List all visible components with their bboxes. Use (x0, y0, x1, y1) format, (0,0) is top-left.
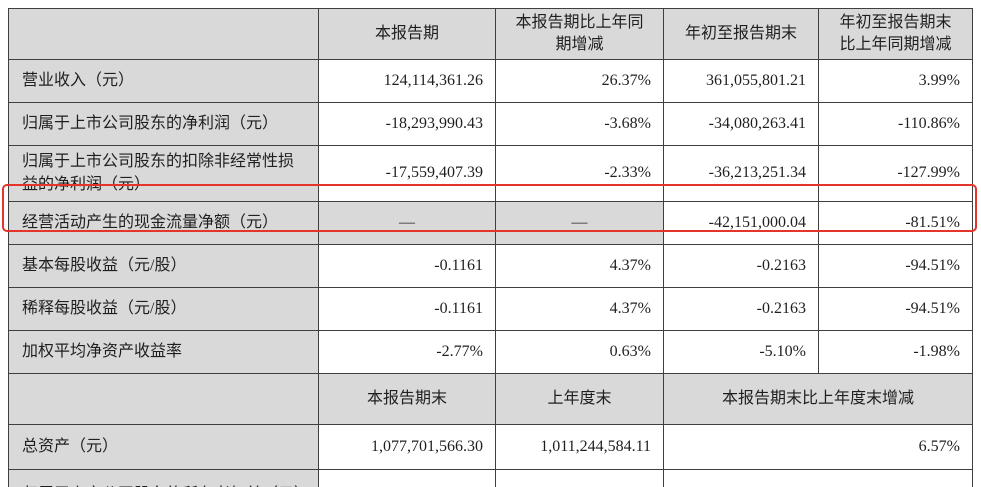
metric-value: 26.37% (495, 59, 664, 103)
row-label: 归属于上市公司股东的扣除非经常性损益的净利润（元） (8, 145, 319, 202)
row-label: 基本每股收益（元/股） (8, 244, 319, 288)
financial-summary-table: 本报告期 本报告期比上年同期增减 年初至报告期末 年初至报告期末比上年同期增减 … (8, 8, 973, 487)
metric-value: 124,114,361.26 (318, 59, 496, 103)
column-header-blank (8, 8, 319, 60)
row-label: 经营活动产生的现金流量净额（元） (8, 201, 319, 245)
metric-value: -0.1161 (318, 287, 496, 331)
metric-value: 4.37% (495, 287, 664, 331)
metric-value: 0.63% (495, 330, 664, 374)
column-header-prior-year-end: 上年度末 (495, 373, 664, 425)
metric-value: -94.51% (818, 244, 973, 288)
table-row-basic-eps: 基本每股收益（元/股） -0.1161 4.37% -0.2163 -94.51… (8, 244, 973, 288)
table-row-weighted-roe: 加权平均净资产收益率 -2.77% 0.63% -5.10% -1.98% (8, 330, 973, 374)
column-header-blank (8, 373, 319, 425)
metric-value: 685,538,175.01 (495, 469, 664, 487)
metric-value: 6.57% (663, 424, 973, 470)
row-label: 稀释每股收益（元/股） (8, 287, 319, 331)
metric-value: 651,457,911.60 (318, 469, 496, 487)
empty-value: — (318, 201, 496, 245)
column-header-ytd-change: 年初至报告期末比上年同期增减 (818, 8, 973, 60)
table-row-diluted-eps: 稀释每股收益（元/股） -0.1161 4.37% -0.2163 -94.51… (8, 287, 973, 331)
table-row-operating-cash-flow: 经营活动产生的现金流量净额（元） — — -42,151,000.04 -81.… (8, 201, 973, 245)
metric-value: -0.2163 (663, 244, 819, 288)
row-label: 加权平均净资产收益率 (8, 330, 319, 374)
table-header-row-bottom: 本报告期末 上年度末 本报告期末比上年度末增减 (8, 373, 973, 425)
metric-value: 4.37% (495, 244, 664, 288)
metric-value: 1,077,701,566.30 (318, 424, 496, 470)
table-row-net-profit: 归属于上市公司股东的净利润（元） -18,293,990.43 -3.68% -… (8, 102, 973, 146)
column-header-current-period: 本报告期 (318, 8, 496, 60)
metric-value: -0.2163 (663, 287, 819, 331)
metric-value: -17,559,407.39 (318, 145, 496, 202)
metric-value: -2.33% (495, 145, 664, 202)
table-header-row-top: 本报告期 本报告期比上年同期增减 年初至报告期末 年初至报告期末比上年同期增减 (8, 8, 973, 60)
table-row-shareholders-equity: 归属于上市公司股东的所有者权益（元） 651,457,911.60 685,53… (8, 469, 973, 487)
metric-value: 3.99% (818, 59, 973, 103)
row-label: 归属于上市公司股东的净利润（元） (8, 102, 319, 146)
metric-value: -1.98% (818, 330, 973, 374)
metric-value: -81.51% (818, 201, 973, 245)
metric-value: -42,151,000.04 (663, 201, 819, 245)
metric-value: -94.51% (818, 287, 973, 331)
column-header-ytd: 年初至报告期末 (663, 8, 819, 60)
metric-value: -110.86% (818, 102, 973, 146)
row-label: 归属于上市公司股东的所有者权益（元） (8, 469, 319, 487)
empty-value: — (495, 201, 664, 245)
row-label: 总资产（元） (8, 424, 319, 470)
metric-value: -5.10% (663, 330, 819, 374)
metric-value: -2.77% (318, 330, 496, 374)
table-row-net-profit-excl-nonrecurring: 归属于上市公司股东的扣除非经常性损益的净利润（元） -17,559,407.39… (8, 145, 973, 202)
metric-value: -127.99% (818, 145, 973, 202)
table-row-revenue: 营业收入（元） 124,114,361.26 26.37% 361,055,80… (8, 59, 973, 103)
metric-value: 361,055,801.21 (663, 59, 819, 103)
metric-value: -3.68% (495, 102, 664, 146)
metric-value: -4.97% (663, 469, 973, 487)
metric-value: -18,293,990.43 (318, 102, 496, 146)
column-header-period-change: 本报告期比上年同期增减 (495, 8, 664, 60)
metric-value: -36,213,251.34 (663, 145, 819, 202)
metric-value: -34,080,263.41 (663, 102, 819, 146)
column-header-period-end: 本报告期末 (318, 373, 496, 425)
row-label: 营业收入（元） (8, 59, 319, 103)
metric-value: -0.1161 (318, 244, 496, 288)
table-row-total-assets: 总资产（元） 1,077,701,566.30 1,011,244,584.11… (8, 424, 973, 470)
metric-value: 1,011,244,584.11 (495, 424, 664, 470)
column-header-period-end-change: 本报告期末比上年度末增减 (663, 373, 973, 425)
